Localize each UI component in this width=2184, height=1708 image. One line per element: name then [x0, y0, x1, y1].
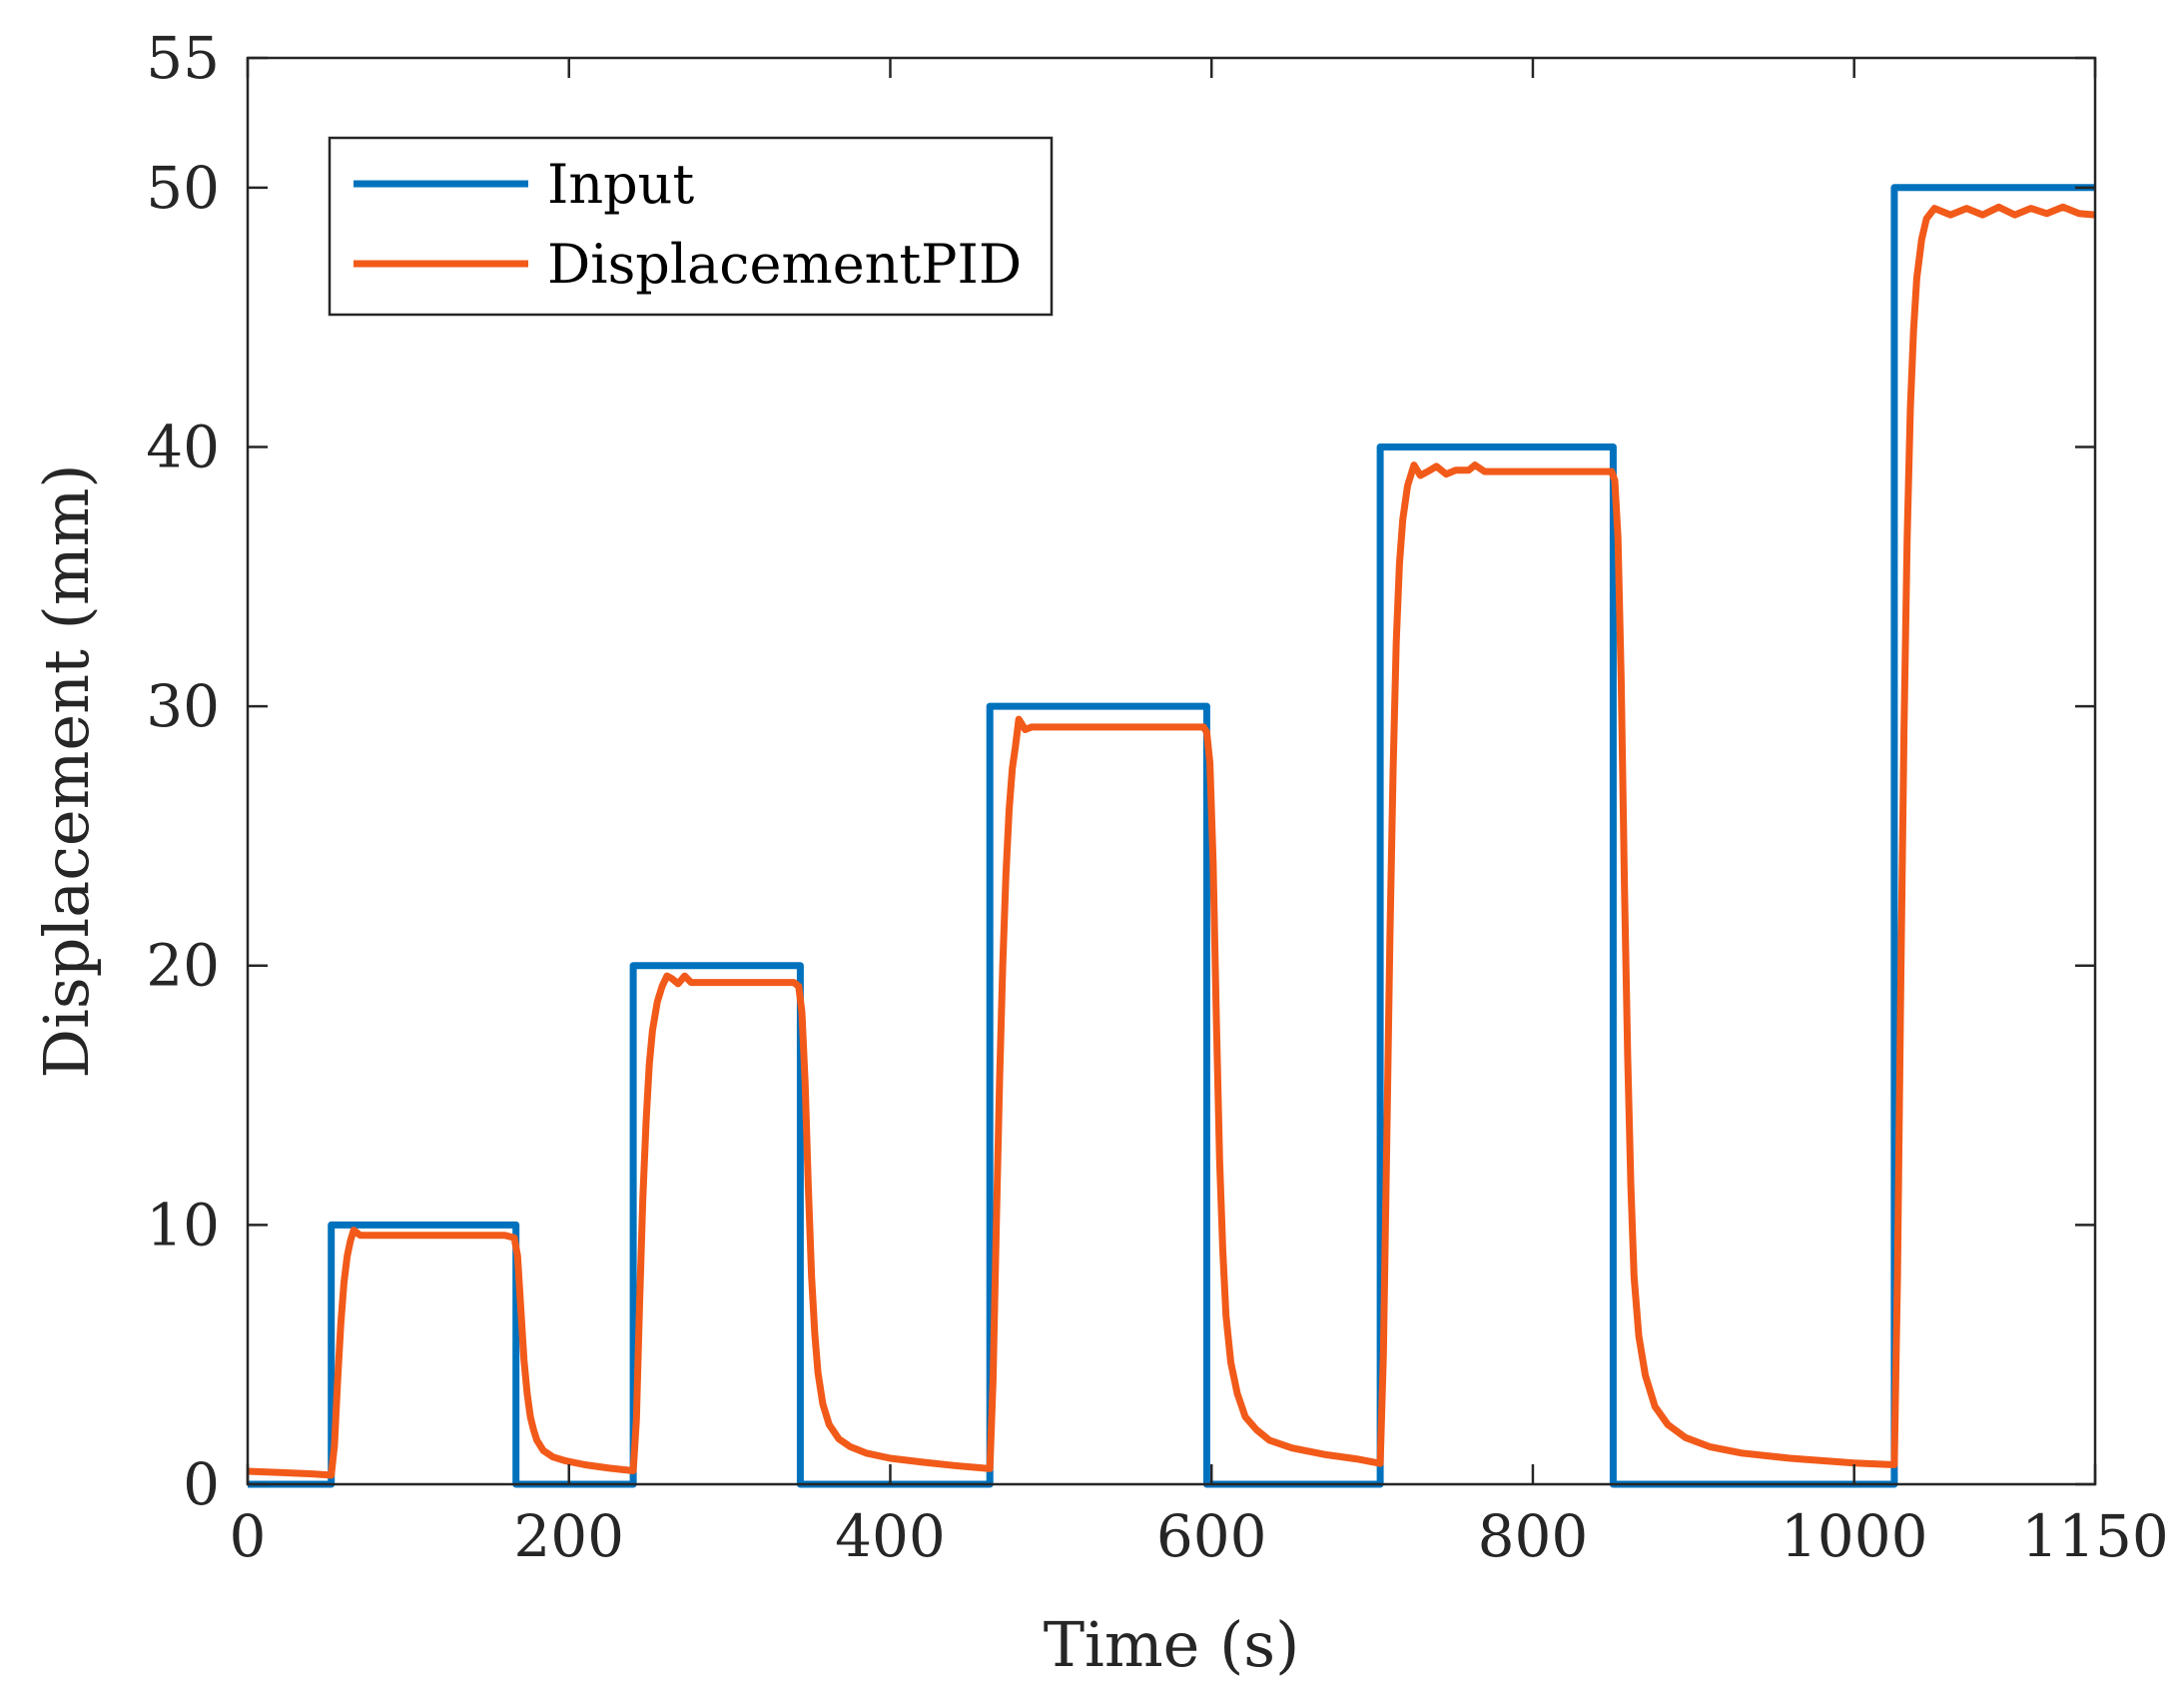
legend-label-input: Input [547, 153, 694, 216]
x-axis-label: Time (s) [1044, 1608, 1300, 1681]
y-tick-label: 10 [146, 1191, 220, 1259]
legend: Input DisplacementPID [328, 136, 1054, 317]
series-group [247, 184, 2096, 1488]
x-tick-label: 800 [1478, 1502, 1589, 1570]
y-tick-label: 40 [146, 413, 220, 480]
x-tick-label: 400 [835, 1502, 946, 1570]
x-tick-label: 200 [513, 1502, 624, 1570]
y-tick-label: 50 [146, 154, 220, 222]
x-tick-label: 1000 [1781, 1502, 1928, 1570]
x-tick-label: 1150 [2021, 1502, 2169, 1570]
series-line-displacementpid [247, 203, 2096, 1479]
tick-labels-group: 0 200 400 600 800 1000 1150 0 10 20 30 40 50 55 [146, 24, 2169, 1570]
legend-label-displacementpid: DisplacementPID [547, 233, 1022, 296]
plot-frame [246, 56, 2097, 1486]
x-tick-label: 600 [1156, 1502, 1267, 1570]
y-tick-label: 55 [146, 24, 220, 92]
y-tick-label: 0 [183, 1450, 220, 1518]
y-tick-label: 30 [146, 672, 220, 740]
legend-box [328, 136, 1054, 317]
y-axis-label: Displacement (mm) [30, 463, 103, 1078]
x-tick-label: 0 [230, 1502, 267, 1570]
y-tick-label: 20 [146, 932, 220, 1000]
